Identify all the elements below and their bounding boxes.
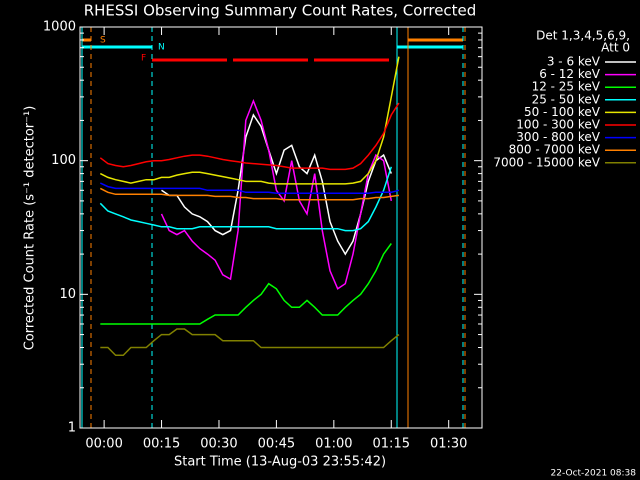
- series-line: [160, 98, 393, 290]
- flag-label: F: [141, 54, 146, 64]
- series-line: [99, 102, 400, 171]
- series-line: [99, 56, 400, 185]
- x-axis-label: Start Time (13-Aug-03 23:55:42): [174, 455, 386, 470]
- legend-label: 3 - 6 keV: [547, 55, 601, 69]
- legend-title: Det 1,3,4,5,6,9,: [536, 29, 630, 43]
- legend-label: 300 - 800 keV: [516, 130, 600, 144]
- legend-title: Att 0: [601, 41, 630, 55]
- flag-label: N: [158, 43, 165, 53]
- series-line: [100, 328, 400, 357]
- plot-frame: [79, 26, 483, 429]
- legend-label: 6 - 12 keV: [539, 67, 601, 81]
- attenuator-flags: S N F: [81, 27, 466, 428]
- x-tick-label: 00:15: [143, 437, 180, 452]
- series-line: [99, 182, 400, 195]
- legend-label: 50 - 100 keV: [524, 105, 601, 119]
- y-axis-label: Corrected Count Rate (s⁻¹ detector⁻¹): [23, 106, 38, 351]
- x-tick-label: 00:30: [200, 437, 237, 452]
- series-line: [99, 187, 399, 201]
- series-line: [99, 166, 393, 232]
- x-tick-label: 00:00: [85, 437, 122, 452]
- legend-label: 800 - 7000 keV: [509, 143, 601, 157]
- series-line: [161, 113, 392, 256]
- series-line: [100, 243, 392, 325]
- x-tick-label: 00:45: [258, 437, 295, 452]
- flag-label: S: [100, 36, 106, 46]
- legend-label: 25 - 50 keV: [532, 92, 601, 106]
- x-tick-label: 01:00: [315, 437, 352, 452]
- y-tick-label: 1000: [43, 20, 76, 35]
- x-tick-label: 01:15: [373, 437, 410, 452]
- legend-label: 100 - 300 keV: [516, 118, 600, 132]
- y-tick-label: 10: [59, 287, 76, 302]
- footer: 22-Oct-2021 08:38: [551, 469, 637, 479]
- legend-label: 12 - 25 keV: [532, 80, 601, 94]
- y-tick-label: 1: [68, 421, 76, 436]
- chart-title: RHESSI Observing Summary Count Rates, Co…: [84, 2, 477, 20]
- legend-label: 7000 - 15000 keV: [493, 155, 600, 169]
- x-tick-label: 01:30: [430, 437, 467, 452]
- y-tick-label: 100: [51, 153, 76, 168]
